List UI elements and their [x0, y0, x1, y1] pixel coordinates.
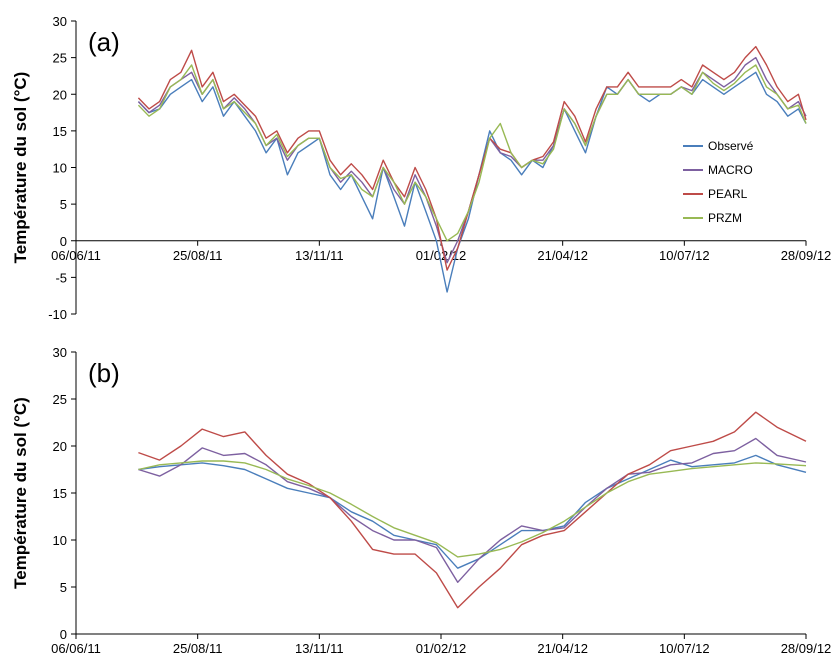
- series-line-observe: [138, 454, 807, 569]
- x-tick-label: 06/06/11: [51, 641, 101, 656]
- x-tick-label: 10/07/12: [659, 641, 710, 656]
- y-tick-label: 30: [53, 14, 67, 29]
- y-tick-label: 10: [53, 533, 67, 548]
- y-tick-label: 20: [53, 87, 67, 102]
- series-line-pearl: [137, 45, 807, 271]
- x-tick-label: 25/08/11: [173, 248, 223, 263]
- y-tick-label: 20: [53, 439, 67, 454]
- y-tick-label: 5: [60, 197, 67, 212]
- x-tick-label: 28/09/12: [781, 248, 832, 263]
- y-axis-label: Température du sol (°C): [11, 72, 30, 264]
- y-axis-label: Température du sol (°C): [11, 397, 30, 589]
- x-tick-label: 06/06/11: [51, 248, 101, 263]
- x-tick-label: 25/08/11: [173, 641, 223, 656]
- legend-label: PRZM: [708, 211, 742, 225]
- y-tick-label: 5: [60, 580, 67, 595]
- series-line-przm: [137, 64, 807, 242]
- series-line-pearl: [138, 411, 807, 609]
- y-tick-label: 30: [53, 345, 67, 360]
- legend-label: PEARL: [708, 187, 748, 201]
- x-tick-label: 01/02/12: [416, 641, 467, 656]
- x-tick-label: 10/07/12: [659, 248, 710, 263]
- legend: Observé MACRO PEARL PRZM: [683, 139, 754, 225]
- series-group: [137, 45, 807, 293]
- panel-b: 0 5 10 15 20 25 30 06/06/11 25/08/11 13/11/11 01/0…: [11, 345, 831, 656]
- x-tick-label: 21/04/12: [537, 248, 588, 263]
- x-tick-label: 13/11/11: [295, 641, 344, 656]
- y-tick-label: 10: [53, 161, 67, 176]
- y-tick-label: 0: [60, 627, 67, 642]
- x-tick-label: 13/11/11: [295, 248, 344, 263]
- x-tick-label: 21/04/12: [537, 641, 588, 656]
- y-tick-label: -5: [55, 270, 67, 285]
- series-line-macro: [138, 437, 807, 583]
- legend-label: MACRO: [708, 163, 753, 177]
- x-tick-label: 28/09/12: [781, 641, 832, 656]
- x-tick-label: 01/02/12: [416, 248, 467, 263]
- y-tick-label: 25: [53, 51, 67, 66]
- panel-label: (a): [88, 27, 120, 57]
- y-tick-label: -10: [48, 307, 67, 322]
- y-tick-label: 15: [53, 124, 67, 139]
- series-line-przm: [138, 460, 807, 558]
- y-tick-label: 25: [53, 392, 67, 407]
- panel-a: -10 -5 0 5 10 15 20 25 30 06/06/11 25/08/11 13/11/1…: [11, 14, 831, 322]
- y-tick-label: 15: [53, 486, 67, 501]
- legend-label: Observé: [708, 139, 754, 153]
- series-line-macro: [137, 56, 807, 264]
- series-group: [138, 411, 807, 609]
- y-tick-label: 0: [60, 234, 67, 249]
- panel-label: (b): [88, 358, 120, 388]
